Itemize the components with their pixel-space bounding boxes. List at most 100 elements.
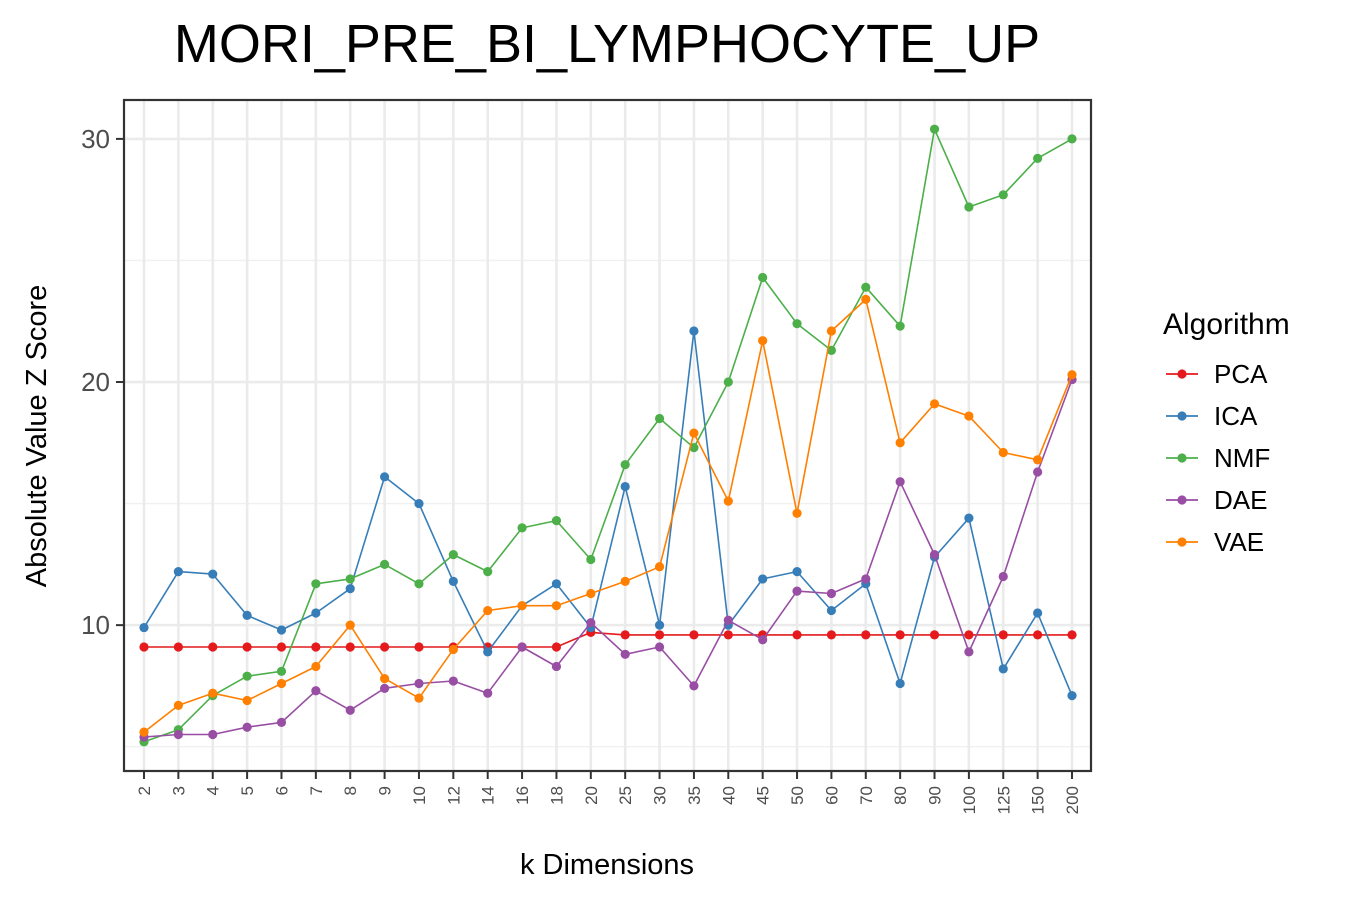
data-point-ica (139, 622, 149, 633)
data-point-nmf (964, 202, 974, 212)
data-point-dae (895, 477, 905, 487)
legend-key-point (1177, 537, 1187, 547)
data-point-nmf (242, 671, 252, 681)
data-point-pca (414, 642, 424, 652)
data-point-nmf (414, 579, 424, 589)
series-line-ica (143, 330, 1073, 696)
legend: Algorithm PCA ICA NMF DAE VAE (1163, 308, 1290, 557)
data-point-dae (483, 688, 493, 698)
series-pca (139, 627, 1077, 652)
x-tick-label: 20 (582, 786, 601, 805)
data-point-dae (964, 647, 974, 657)
data-point-dae (758, 635, 768, 645)
data-point-ica (448, 576, 458, 586)
data-point-pca (139, 642, 149, 652)
data-point-dae (620, 649, 630, 659)
data-point-ica (998, 664, 1008, 674)
data-point-nmf (448, 550, 458, 560)
x-tick-label: 200 (1063, 786, 1082, 814)
x-tick-label: 80 (891, 786, 910, 805)
data-point-ica (964, 513, 974, 523)
data-point-vae (414, 693, 424, 703)
data-point-ica (311, 608, 321, 618)
legend-label: PCA (1214, 359, 1268, 389)
data-point-dae (345, 705, 355, 715)
data-point-vae (929, 399, 940, 409)
data-point-vae (551, 601, 562, 611)
data-point-dae (517, 642, 527, 652)
data-point-dae (998, 571, 1008, 582)
legend-key-point (1177, 453, 1187, 463)
series-dae (139, 374, 1077, 742)
data-point-nmf (311, 579, 321, 589)
data-point-pca (929, 630, 940, 640)
x-axis: 2 3 4 5 6 7 8 9 10 12 14 16 18 20 25 30 35 40 45 50 60 70 80 90… (135, 771, 1082, 814)
data-point-vae (242, 695, 252, 706)
data-point-vae (826, 326, 837, 336)
data-point-vae (723, 496, 733, 506)
data-point-vae (689, 428, 699, 438)
data-point-vae (586, 588, 596, 599)
data-point-dae (1033, 467, 1043, 477)
data-point-dae (448, 676, 458, 686)
data-point-pca (861, 630, 871, 640)
x-tick-label: 50 (788, 786, 807, 805)
data-point-dae (929, 550, 940, 560)
series-vae (139, 294, 1077, 737)
data-point-ica (1033, 608, 1043, 618)
data-point-dae (276, 717, 287, 727)
data-point-vae (998, 447, 1008, 458)
data-point-dae (586, 618, 596, 628)
data-point-nmf (1033, 153, 1043, 163)
data-point-nmf (723, 377, 733, 387)
x-tick-label: 125 (994, 786, 1013, 814)
chart-title: MORI_PRE_BI_LYMPHOCYTE_UP (174, 14, 1040, 74)
data-point-nmf (861, 282, 871, 292)
x-tick-label: 150 (1029, 786, 1048, 814)
y-axis: 10 20 30 (81, 124, 124, 640)
data-point-pca (723, 630, 733, 640)
data-point-dae (861, 574, 871, 584)
data-point-nmf (826, 345, 837, 356)
data-point-ica (551, 579, 562, 589)
data-point-nmf (551, 515, 562, 526)
legend-item-nmf: NMF (1166, 443, 1270, 473)
data-point-vae (895, 438, 905, 448)
x-tick-label: 18 (547, 786, 566, 805)
data-point-ica (620, 481, 630, 492)
data-point-ica (242, 610, 252, 621)
data-point-vae (379, 674, 390, 684)
legend-label: DAE (1214, 485, 1267, 515)
data-point-pca (998, 630, 1008, 640)
x-axis-title: k Dimensions (520, 849, 694, 881)
data-point-nmf (654, 413, 665, 424)
x-tick-label: 14 (479, 786, 498, 805)
series-ica (139, 326, 1077, 701)
x-tick-label: 70 (857, 786, 876, 805)
data-point-vae (861, 294, 871, 304)
data-point-ica (758, 574, 768, 584)
legend-item-vae: VAE (1166, 527, 1264, 557)
legend-key-point (1177, 369, 1187, 379)
data-point-nmf (379, 559, 390, 569)
data-point-dae (723, 615, 733, 625)
legend-key-point (1177, 411, 1187, 421)
data-point-pca (654, 630, 665, 640)
data-point-ica (895, 678, 905, 689)
data-point-dae (689, 681, 699, 691)
legend-item-pca: PCA (1166, 359, 1268, 389)
data-point-ica (826, 605, 837, 616)
x-tick-label: 25 (616, 786, 635, 805)
x-tick-label: 60 (822, 786, 841, 805)
x-tick-label: 3 (169, 786, 188, 795)
data-point-pca (826, 630, 837, 640)
data-point-vae (173, 700, 183, 710)
data-point-vae (758, 336, 768, 346)
data-point-pca (895, 630, 905, 640)
data-point-dae (826, 588, 837, 599)
x-tick-label: 4 (204, 786, 223, 795)
series-line-nmf (143, 128, 1073, 743)
x-tick-label: 40 (719, 786, 738, 805)
data-point-vae (654, 562, 665, 572)
